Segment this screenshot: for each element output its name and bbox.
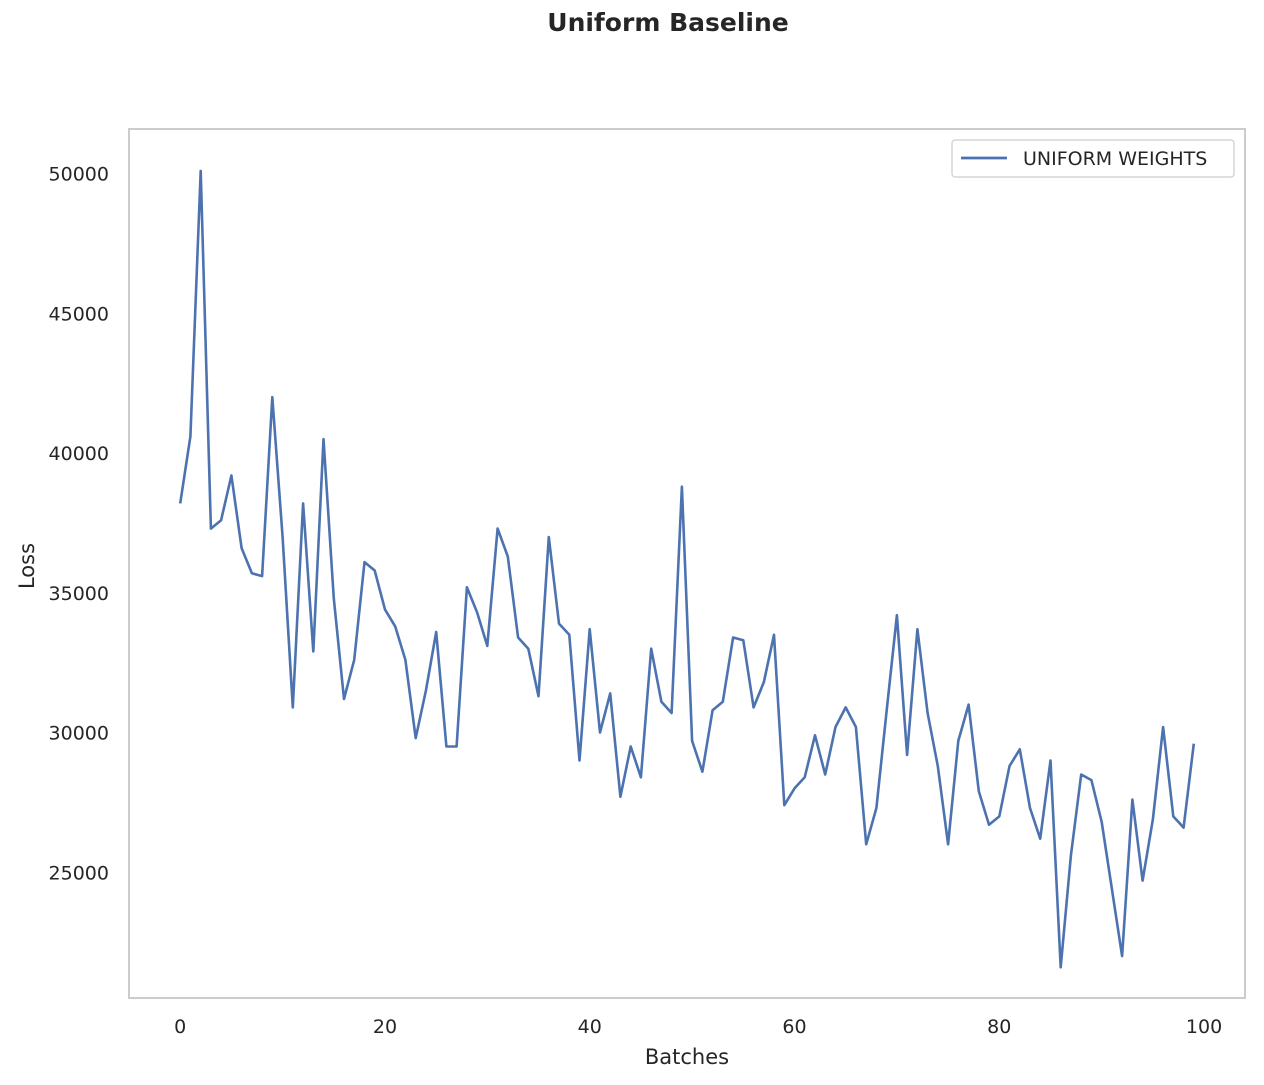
x-tick-label: 60 [782, 1016, 806, 1038]
x-axis-label: Batches [645, 1045, 729, 1069]
y-tick-label: 30000 [49, 723, 109, 745]
y-axis-label: Loss [15, 543, 39, 589]
x-tick-label: 40 [578, 1016, 602, 1038]
y-tick-label: 35000 [49, 583, 109, 605]
y-tick-label: 40000 [49, 443, 109, 465]
y-tick-label: 50000 [49, 164, 109, 186]
chart-title: Uniform Baseline [547, 8, 789, 37]
legend-box [951, 139, 1235, 178]
legend-label: UNIFORM WEIGHTS [1023, 148, 1207, 170]
plot-area [128, 128, 1246, 999]
legend: UNIFORM WEIGHTS [951, 139, 1235, 178]
x-tick-label: 0 [174, 1016, 186, 1038]
y-axis-ticks: 25000 30000 35000 40000 45000 50000 [49, 164, 109, 885]
x-tick-label: 80 [987, 1016, 1011, 1038]
x-tick-label: 20 [373, 1016, 397, 1038]
x-axis-ticks: 0 20 40 60 80 100 [174, 1016, 1222, 1038]
x-tick-label: 100 [1186, 1016, 1222, 1038]
series-line [178, 169, 1196, 969]
series-layer [178, 169, 1196, 969]
y-tick-label: 45000 [49, 303, 109, 325]
y-tick-label: 25000 [49, 862, 109, 884]
